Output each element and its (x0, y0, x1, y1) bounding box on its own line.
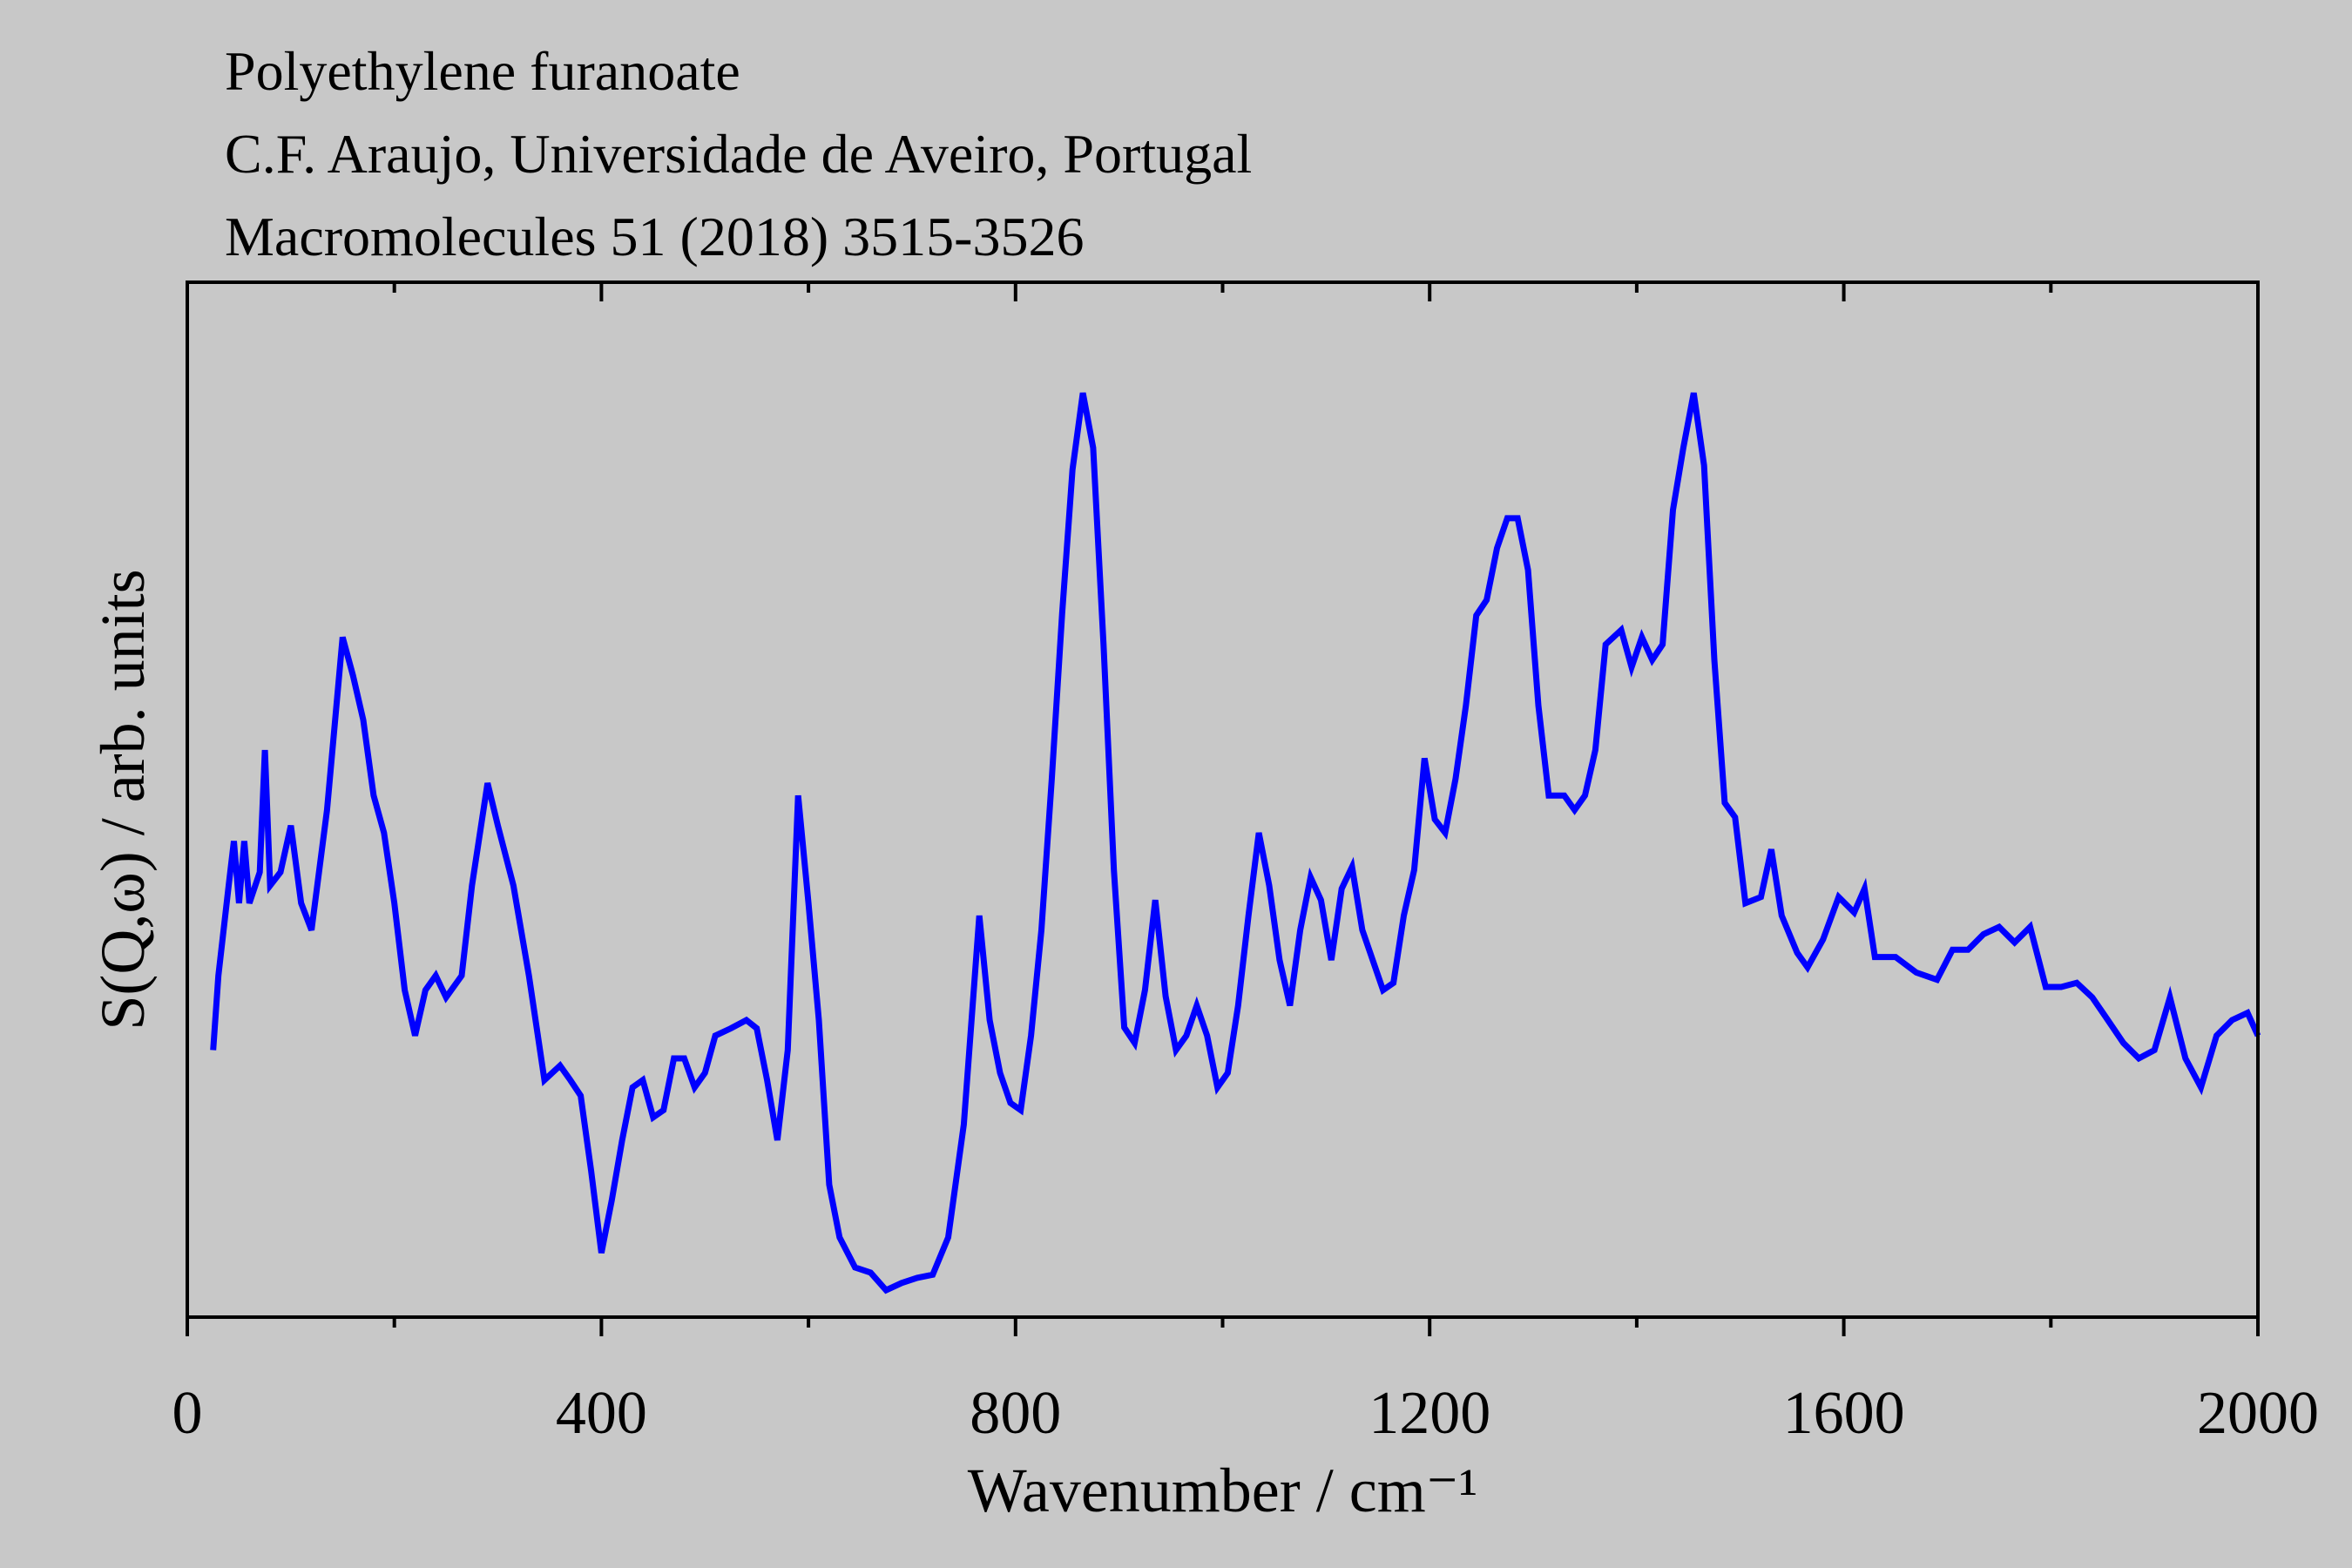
spectrum-line (210, 392, 2261, 1294)
x-tick-label: 0 (172, 1380, 203, 1447)
y-axis-label: S(Q,ω) / arb. units (88, 569, 158, 1030)
x-tick-label: 800 (970, 1380, 1061, 1447)
title-line: C.F. Araujo, Universidade de Aveiro, Por… (225, 123, 1252, 185)
x-tick-label: 1200 (1369, 1380, 1490, 1447)
x-tick-label: 1600 (1783, 1380, 1905, 1447)
x-tick-label: 400 (556, 1380, 647, 1447)
title-line: Macromolecules 51 (2018) 3515-3526 (225, 206, 1084, 267)
x-tick-label: 2000 (2197, 1380, 2319, 1447)
x-axis-label: Wavenumber / cm⁻¹ (968, 1456, 1478, 1525)
title-line: Polyethylene furanoate (225, 40, 740, 102)
plot-frame (186, 280, 2260, 1319)
